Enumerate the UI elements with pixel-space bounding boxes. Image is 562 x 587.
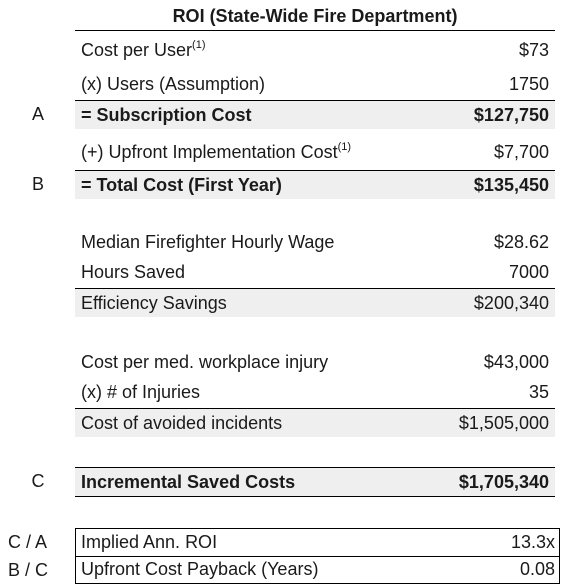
row-label: Cost per User(1) [81, 39, 206, 61]
row-label: = Subscription Cost [81, 105, 252, 125]
footnote-marker: (1) [337, 141, 352, 153]
row-label: = Total Cost (First Year) [81, 175, 282, 195]
row-label: Efficiency Savings [81, 293, 227, 313]
footnote-marker: (1) [192, 39, 206, 51]
row-incremental-saved: Incremental Saved Costs $1,705,340 [75, 467, 555, 497]
row-users: (x) Users (Assumption) 1750 [75, 70, 555, 98]
summary-value: 0.08 [519, 559, 555, 579]
row-letter-c: C [31, 471, 45, 491]
summary-row-payback: Upfront Cost Payback (Years) 0.08 [76, 556, 559, 583]
summary-label: Implied Ann. ROI [81, 532, 218, 552]
row-label: (+) Upfront Implementation Cost(1) [81, 141, 352, 163]
row-letter-a: A [31, 104, 44, 124]
row-value: $1,705,340 [458, 472, 549, 492]
row-label: Median Firefighter Hourly Wage [81, 232, 335, 252]
row-value: $135,450 [473, 175, 549, 195]
row-avoided-incidents: Cost of avoided incidents $1,505,000 [75, 408, 555, 437]
row-value: 7000 [508, 262, 549, 282]
row-hours-saved: Hours Saved 7000 [75, 258, 555, 286]
row-label: Hours Saved [81, 262, 186, 282]
row-value: $43,000 [483, 352, 549, 372]
row-injury-cost: Cost per med. workplace injury $43,000 [75, 348, 555, 376]
row-value: $1,505,000 [458, 413, 549, 433]
row-value: $127,750 [473, 105, 549, 125]
row-value: $73 [518, 40, 549, 60]
row-value: $28.62 [493, 232, 549, 252]
table-title: ROI (State-Wide Fire Department) [172, 6, 458, 26]
row-upfront-cost: (+) Upfront Implementation Cost(1) $7,70… [75, 138, 555, 166]
row-injuries: (x) # of Injuries 35 [75, 378, 555, 406]
row-hourly-wage: Median Firefighter Hourly Wage $28.62 [75, 228, 555, 256]
summary-letter-ca: C / A [8, 532, 48, 552]
summary-box: Implied Ann. ROI 13.3x Upfront Cost Payb… [75, 528, 560, 584]
row-cost-per-user: Cost per User(1) $73 [75, 36, 555, 64]
row-label: Incremental Saved Costs [81, 472, 296, 492]
row-label: (x) # of Injuries [81, 382, 201, 402]
summary-letter-bc: B / C [8, 560, 49, 580]
row-value: $200,340 [473, 293, 549, 313]
row-total-cost: = Total Cost (First Year) $135,450 [75, 170, 555, 199]
title-underline [75, 30, 555, 31]
row-efficiency-savings: Efficiency Savings $200,340 [75, 288, 555, 317]
row-value: 35 [528, 382, 549, 402]
summary-value: 13.3x [510, 532, 555, 552]
row-value: 1750 [508, 74, 549, 94]
summary-row-roi: Implied Ann. ROI 13.3x [76, 529, 559, 557]
row-label: Cost of avoided incidents [81, 413, 283, 433]
row-letter-b: B [31, 174, 44, 194]
row-value: $7,700 [493, 142, 549, 162]
row-label: Cost per med. workplace injury [81, 352, 329, 372]
row-label: (x) Users (Assumption) [81, 74, 266, 94]
row-subscription-cost: = Subscription Cost $127,750 [75, 100, 555, 129]
summary-label: Upfront Cost Payback (Years) [81, 559, 319, 579]
